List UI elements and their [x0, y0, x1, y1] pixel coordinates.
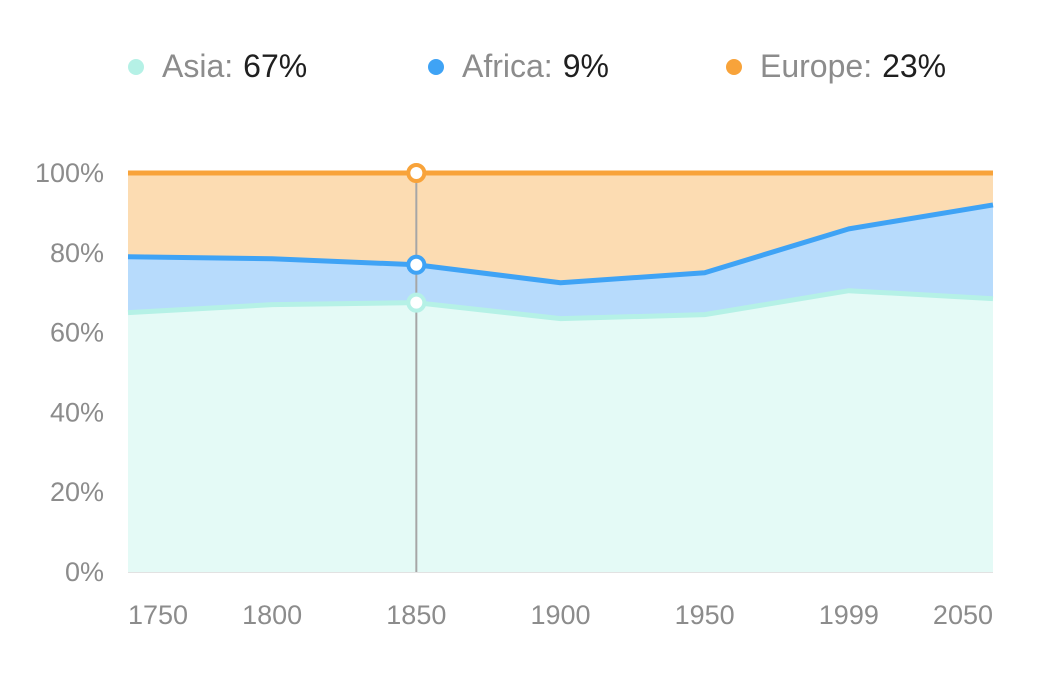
legend-label-africa: Africa — [462, 48, 544, 84]
legend-value-europe: 23% — [882, 48, 947, 84]
x-tick-label: 1950 — [675, 600, 735, 630]
x-axis-ticks: 1750 1800 1850 1900 1950 1999 2050 — [128, 600, 993, 630]
point-africa-1850 — [406, 254, 427, 275]
legend-item-europe[interactable]: Europe: 23% — [726, 48, 946, 85]
x-tick-label: 1750 — [128, 600, 188, 630]
y-tick-label: 20% — [50, 477, 104, 507]
x-tick-label: 1900 — [530, 600, 590, 630]
legend-value-asia: 67% — [243, 48, 308, 84]
legend-label-asia: Asia — [162, 48, 225, 84]
legend-value-africa: 9% — [562, 48, 609, 84]
line-africa — [127, 202, 994, 286]
point-europe-1850 — [406, 163, 427, 183]
area-europe — [128, 173, 993, 283]
area-asia — [128, 290, 993, 572]
tooltip-markers — [406, 163, 427, 313]
x-tick-label: 1800 — [242, 600, 302, 630]
series-areas — [128, 173, 993, 572]
y-tick-label: 60% — [50, 318, 104, 348]
legend-item-asia[interactable]: Asia: 67% — [128, 48, 307, 85]
legend-marker-europe — [726, 58, 742, 75]
y-tick-label: 100% — [35, 158, 104, 188]
y-axis-ticks: 0% 20% 40% 60% 80% 100% — [35, 158, 104, 587]
x-tick-label: 2050 — [933, 600, 993, 630]
line-asia — [127, 288, 994, 322]
series-lines — [127, 170, 994, 322]
y-tick-label: 0% — [65, 557, 104, 587]
x-tick-label: 1850 — [386, 600, 446, 630]
y-tick-label: 80% — [50, 238, 104, 268]
point-asia-1850 — [406, 292, 427, 313]
x-tick-label: 1999 — [819, 600, 879, 630]
y-tick-label: 40% — [50, 397, 104, 427]
legend-label-europe: Europe — [760, 48, 864, 84]
legend-marker-asia — [128, 58, 144, 75]
legend-item-africa[interactable]: Africa: 9% — [428, 48, 609, 85]
chart-legend: Asia: 67% Africa: 9% Europe: 23% — [0, 48, 1060, 92]
area-africa — [128, 204, 993, 319]
legend-marker-africa — [428, 58, 444, 75]
